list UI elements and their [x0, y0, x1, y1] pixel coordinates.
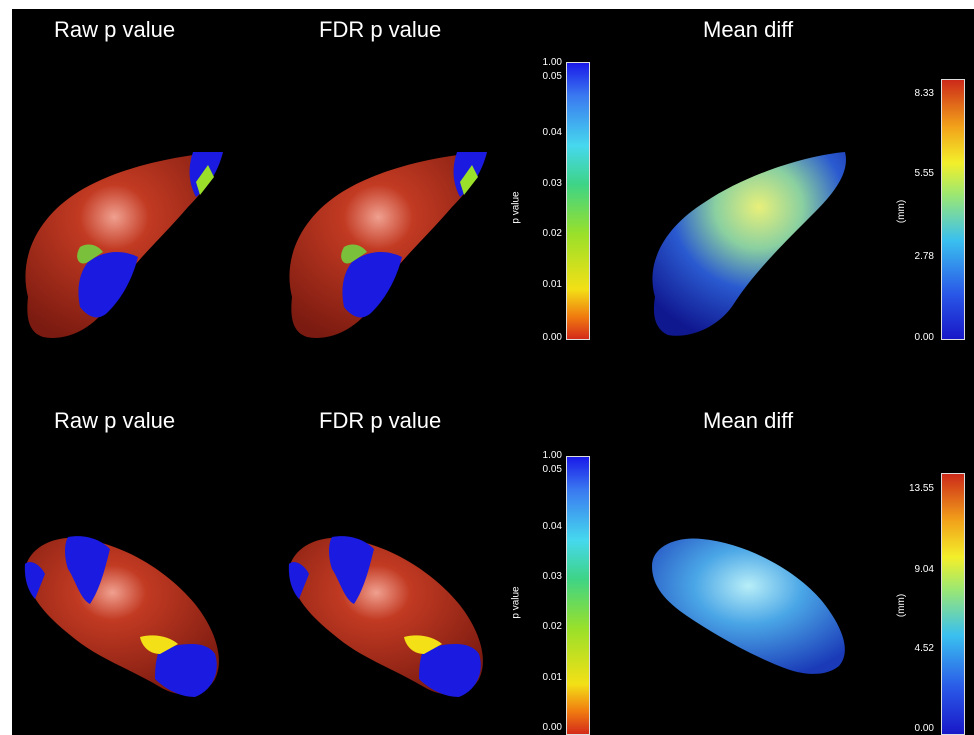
fdr-p-value-title: FDR p value — [319, 17, 442, 42]
mean-diff-surface — [652, 538, 845, 674]
p-tick-0-01: 0.01 — [542, 279, 562, 290]
mm-tick-min: 0.00 — [914, 723, 934, 734]
p-tick-0-02: 0.02 — [542, 228, 562, 239]
fdr-p-value-surface — [288, 536, 483, 697]
p-tick-0-04: 0.04 — [542, 127, 562, 138]
raw-p-value-title: Raw p value — [54, 408, 176, 433]
p-value-colorbar — [566, 62, 590, 340]
mean-diff-title: Mean diff — [703, 408, 794, 433]
p-tick-1-00: 1.00 — [542, 57, 562, 68]
mm-tick-max: 13.55 — [908, 483, 934, 494]
mm-axis-label: (mm) — [896, 593, 908, 618]
mm-tick-3: 2.78 — [914, 251, 934, 262]
p-tick-0-00: 0.00 — [542, 332, 562, 343]
p-tick-0-04: 0.04 — [542, 521, 562, 532]
mm-tick-min: 0.00 — [914, 332, 934, 343]
raw-p-value-surface — [25, 152, 223, 338]
p-tick-0-05: 0.05 — [542, 71, 562, 82]
p-tick-0-02: 0.02 — [542, 621, 562, 632]
mm-tick-3: 4.52 — [914, 643, 934, 654]
mean-diff-surface — [652, 152, 846, 336]
p-tick-0-00: 0.00 — [542, 722, 562, 733]
p-value-colorbar — [566, 456, 590, 735]
fdr-p-value-title: FDR p value — [319, 408, 442, 433]
raw-p-value-title: Raw p value — [54, 17, 176, 42]
p-tick-0-05: 0.05 — [542, 464, 562, 475]
fdr-p-value-surface — [289, 152, 487, 338]
p-tick-0-03: 0.03 — [542, 571, 562, 582]
mm-colorbar — [941, 79, 965, 340]
p-tick-0-01: 0.01 — [542, 672, 562, 683]
p-value-axis-label: p value — [510, 191, 522, 224]
mm-tick-max: 8.33 — [914, 88, 934, 99]
p-tick-1-00: 1.00 — [542, 450, 562, 461]
mm-tick-2: 9.04 — [914, 564, 934, 575]
mm-tick-2: 5.55 — [914, 168, 934, 179]
p-tick-0-03: 0.03 — [542, 178, 562, 189]
mean-diff-title: Mean diff — [703, 17, 794, 42]
raw-p-value-surface — [24, 536, 219, 697]
p-value-axis-label: p value — [510, 586, 522, 619]
figure-panel: Raw p value FDR p value Mean diff 1.00 0… — [12, 9, 974, 735]
mm-colorbar — [941, 473, 965, 735]
mm-axis-label: (mm) — [896, 199, 908, 224]
